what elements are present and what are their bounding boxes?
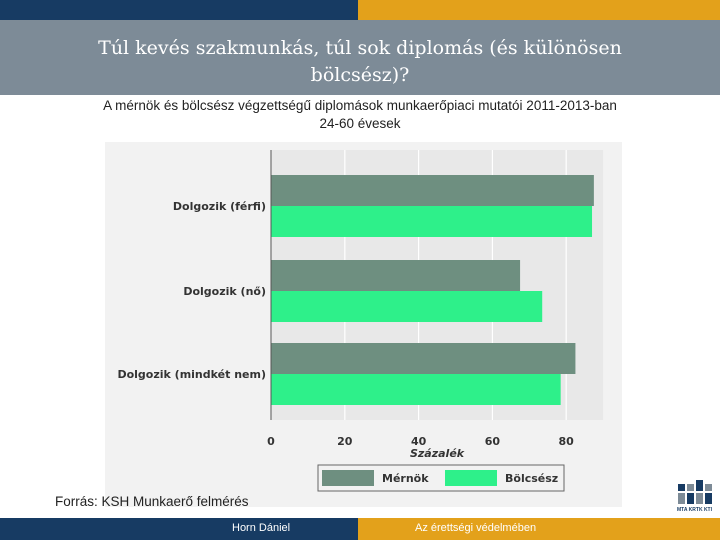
title-bar	[0, 20, 720, 95]
bar-bölcsész-0	[271, 206, 593, 237]
x-tick-label-0: 0	[267, 435, 275, 448]
x-tick-label-2: 40	[411, 435, 427, 448]
bar-mérnök-1	[271, 260, 521, 291]
legend-label-bölcsész: Bölcsész	[505, 472, 558, 485]
top-bar-left	[0, 0, 358, 20]
x-tick-label-4: 80	[559, 435, 575, 448]
slide-subtitle: A mérnök és bölcsész végzettségű diplomá…	[40, 97, 680, 133]
bar-bölcsész-2	[271, 374, 561, 405]
bar-mérnök-0	[271, 175, 594, 206]
x-tick-label-3: 60	[485, 435, 501, 448]
bar-mérnök-2	[271, 343, 576, 374]
legend-swatch-bölcsész	[445, 470, 497, 486]
source-note: Forrás: KSH Munkaerő felmérés	[55, 494, 249, 509]
category-label-2: Dolgozik (mindkét nem)	[117, 368, 266, 381]
top-bar-right	[358, 0, 720, 20]
logo-text: MTA KRTK KTI	[677, 507, 712, 513]
subtitle-line-2: 24-60 évesek	[319, 116, 401, 131]
category-label-0: Dolgozik (férfi)	[173, 200, 266, 213]
x-axis-title: Százalék	[410, 447, 465, 460]
legend-label-mérnök: Mérnök	[382, 472, 429, 485]
x-tick-label-1: 20	[337, 435, 353, 448]
footer-author: Horn Dániel	[232, 522, 291, 534]
footer-slogan: Az érettségi védelmében	[415, 522, 537, 534]
institute-logo	[678, 480, 712, 504]
bar-bölcsész-1	[271, 291, 543, 322]
legend-swatch-mérnök	[322, 470, 374, 486]
subtitle-line-1: A mérnök és bölcsész végzettségű diplomá…	[103, 98, 617, 113]
slide-title: Túl kevés szakmunkás, túl sok diplomás (…	[98, 37, 622, 86]
footer-bar-left	[0, 518, 358, 540]
category-label-1: Dolgozik (nő)	[183, 285, 266, 298]
footer-bar-right	[358, 518, 720, 540]
